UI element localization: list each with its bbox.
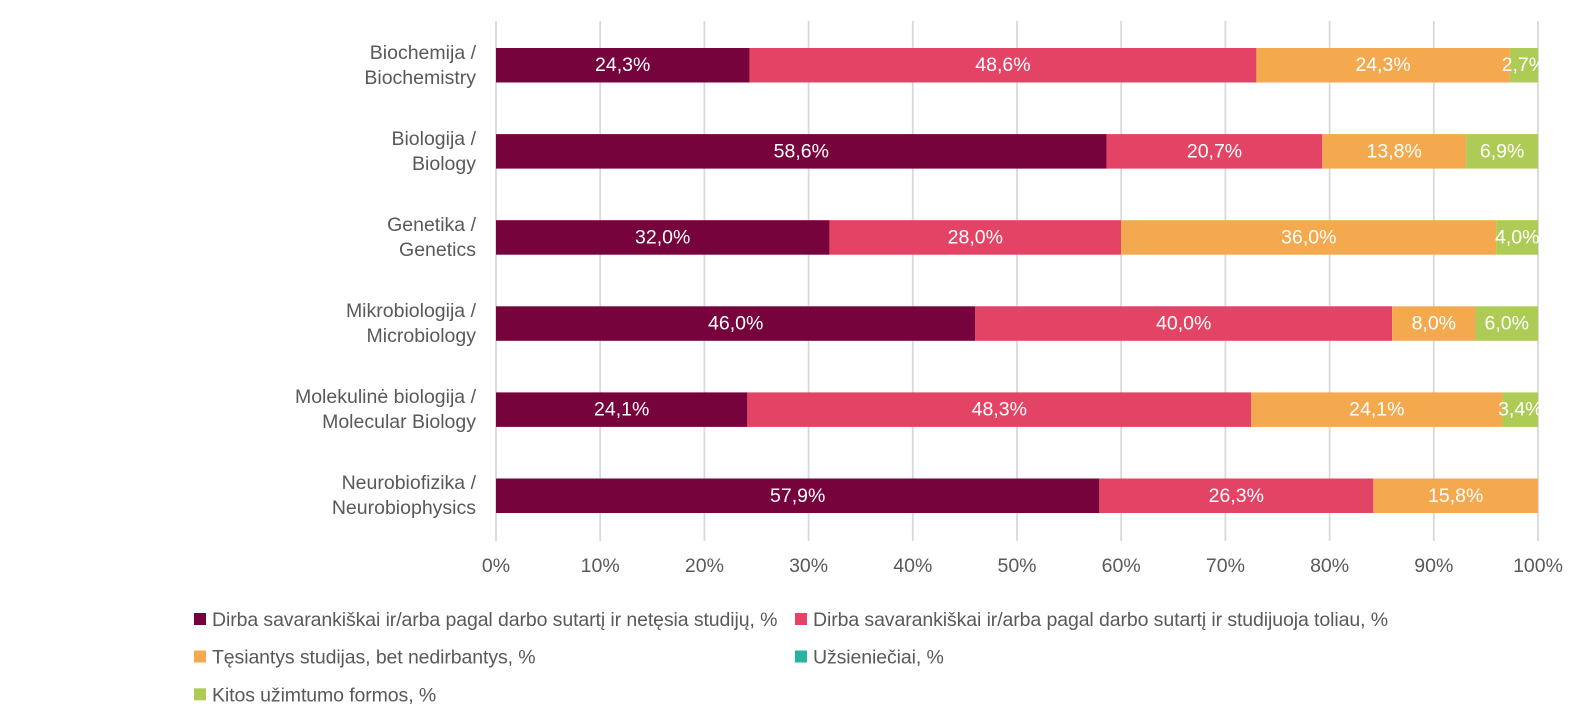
svg-text:Mikrobiologija /: Mikrobiologija / — [346, 300, 477, 322]
svg-text:24,3%: 24,3% — [1355, 54, 1410, 76]
svg-text:24,3%: 24,3% — [595, 54, 650, 76]
svg-text:50%: 50% — [997, 555, 1036, 577]
svg-text:70%: 70% — [1206, 555, 1245, 577]
svg-text:57,9%: 57,9% — [770, 485, 825, 507]
svg-text:6,9%: 6,9% — [1480, 140, 1524, 162]
svg-text:58,6%: 58,6% — [774, 140, 829, 162]
svg-text:Genetics: Genetics — [399, 239, 476, 261]
svg-text:Kitos užimtumo formos, %: Kitos užimtumo formos, % — [212, 684, 436, 706]
svg-text:20,7%: 20,7% — [1187, 140, 1242, 162]
svg-text:2,7%: 2,7% — [1502, 54, 1546, 76]
svg-text:40,0%: 40,0% — [1156, 313, 1211, 335]
svg-text:6,0%: 6,0% — [1484, 313, 1528, 335]
svg-text:13,8%: 13,8% — [1367, 140, 1422, 162]
svg-text:48,6%: 48,6% — [975, 54, 1030, 76]
svg-text:Neurobiophysics: Neurobiophysics — [332, 497, 476, 519]
svg-text:100%: 100% — [1513, 555, 1563, 577]
svg-text:Biochemija /: Biochemija / — [370, 42, 477, 64]
svg-text:20%: 20% — [685, 555, 724, 577]
svg-text:80%: 80% — [1310, 555, 1349, 577]
svg-text:Biology: Biology — [412, 153, 476, 175]
svg-text:Molekulinė biologija /: Molekulinė biologija / — [295, 386, 477, 408]
svg-text:Biochemistry: Biochemistry — [364, 67, 476, 89]
svg-text:32,0%: 32,0% — [635, 226, 690, 248]
svg-text:30%: 30% — [789, 555, 828, 577]
svg-text:Dirba savarankiškai ir/arba pa: Dirba savarankiškai ir/arba pagal darbo … — [212, 609, 777, 631]
svg-text:24,1%: 24,1% — [1349, 399, 1404, 421]
svg-text:Dirba savarankiškai ir/arba pa: Dirba savarankiškai ir/arba pagal darbo … — [813, 609, 1388, 631]
svg-text:Molecular Biology: Molecular Biology — [322, 411, 476, 433]
svg-text:Genetika /: Genetika / — [387, 214, 476, 236]
svg-text:48,3%: 48,3% — [972, 399, 1027, 421]
svg-text:0%: 0% — [482, 555, 510, 577]
svg-text:24,1%: 24,1% — [594, 399, 649, 421]
svg-text:26,3%: 26,3% — [1209, 485, 1264, 507]
svg-text:15,8%: 15,8% — [1428, 485, 1483, 507]
svg-text:28,0%: 28,0% — [948, 226, 1003, 248]
svg-text:Užsieniečiai, %: Užsieniečiai, % — [813, 647, 944, 669]
svg-text:60%: 60% — [1102, 555, 1141, 577]
svg-text:Microbiology: Microbiology — [367, 325, 477, 347]
svg-text:40%: 40% — [893, 555, 932, 577]
svg-text:90%: 90% — [1414, 555, 1453, 577]
svg-text:10%: 10% — [581, 555, 620, 577]
svg-text:3,4%: 3,4% — [1498, 399, 1542, 421]
svg-text:Tęsiantys studijas, bet nedirb: Tęsiantys studijas, bet nedirbantys, % — [212, 647, 536, 669]
svg-text:Neurobiofizika /: Neurobiofizika / — [342, 472, 477, 494]
svg-text:Biologija /: Biologija / — [391, 128, 476, 150]
svg-text:36,0%: 36,0% — [1281, 226, 1336, 248]
svg-text:46,0%: 46,0% — [708, 313, 763, 335]
svg-text:4,0%: 4,0% — [1495, 226, 1539, 248]
svg-text:8,0%: 8,0% — [1412, 313, 1456, 335]
